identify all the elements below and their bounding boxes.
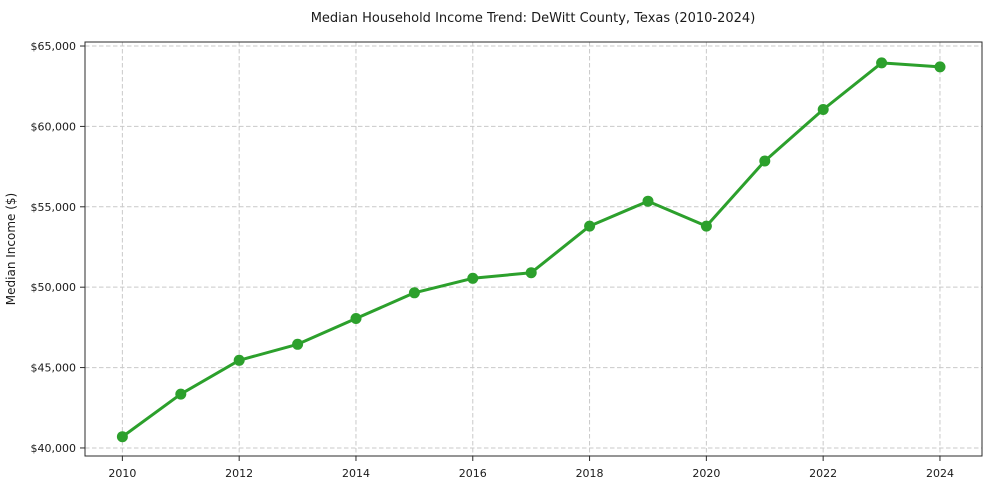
data-point-2020	[700, 220, 712, 232]
chart-title: Median Household Income Trend: DeWitt Co…	[311, 11, 756, 26]
y-axis-label: Median Income ($)	[4, 193, 18, 305]
y-tick-label: $60,000	[31, 120, 77, 133]
data-point-2019	[642, 195, 654, 207]
y-tick-label: $40,000	[31, 442, 77, 455]
x-tick-label: 2018	[576, 467, 604, 480]
plot-border	[84, 41, 983, 457]
data-point-2012	[233, 354, 245, 366]
data-point-2023	[876, 57, 888, 69]
data-point-2014	[350, 313, 362, 324]
trend-line	[120, 61, 942, 439]
data-point-2011	[175, 388, 187, 400]
data-point-2021	[759, 155, 771, 167]
x-tick-label: 2024	[926, 467, 954, 480]
y-tick-label: $65,000	[31, 40, 77, 53]
x-tick-label: 2022	[809, 467, 837, 480]
x-tick-label: 2010	[108, 467, 136, 480]
x-tick-label: 2012	[225, 467, 253, 480]
data-point-2010	[116, 431, 128, 443]
x-tick-label: 2016	[459, 467, 487, 480]
data-point-2016	[467, 272, 479, 284]
data-point-2017	[525, 267, 537, 279]
data-point-2013	[292, 338, 304, 350]
plot-area: $40,000 $45,000 $50,000 $55,000 $60,000 $65,0…	[31, 40, 983, 480]
data-point-2022	[817, 104, 829, 115]
x-tick-label: 2014	[342, 467, 370, 480]
y-tick-label: $45,000	[31, 362, 77, 375]
y-tick-label: $50,000	[31, 281, 77, 294]
x-tick-label: 2020	[692, 467, 720, 480]
data-point-2015	[408, 287, 420, 299]
data-point-2024	[934, 61, 946, 73]
data-point-2018	[584, 220, 596, 232]
y-tick-label: $55,000	[31, 201, 77, 214]
